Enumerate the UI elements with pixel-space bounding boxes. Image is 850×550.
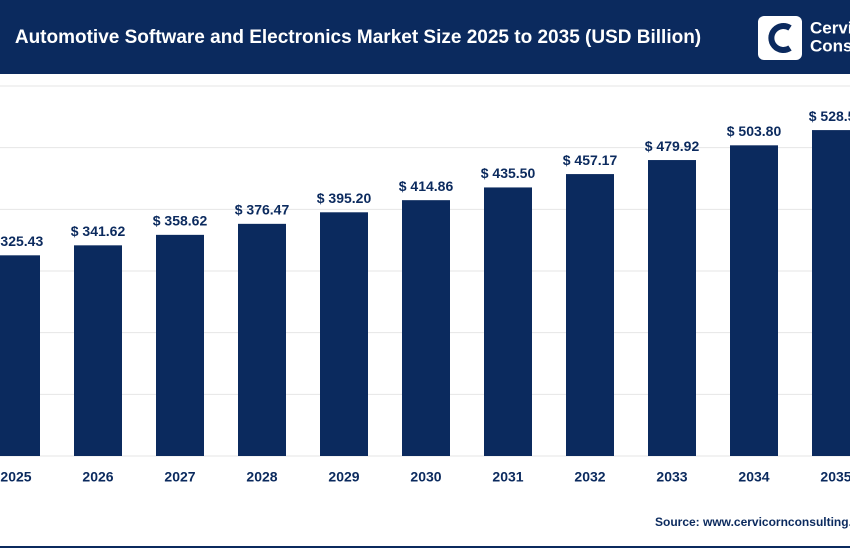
- value-label: $ 376.47: [235, 202, 290, 218]
- value-label: $ 395.20: [317, 190, 372, 206]
- value-label: $ 325.43: [0, 233, 43, 249]
- bar: [402, 200, 450, 456]
- chart-title: Automotive Software and Electronics Mark…: [15, 27, 701, 48]
- value-label: $ 479.92: [645, 138, 700, 154]
- x-tick-label: 2026: [82, 469, 113, 485]
- brand-line-2: Consulting: [810, 36, 850, 55]
- bar: [730, 145, 778, 456]
- x-tick-label: 2031: [492, 469, 523, 485]
- logo-box: [758, 16, 802, 60]
- value-label: $ 358.62: [153, 213, 208, 229]
- value-label: $ 341.62: [71, 223, 126, 239]
- bar: [484, 187, 532, 457]
- x-tick-label: 2025: [0, 469, 31, 485]
- x-tick-label: 2033: [656, 469, 687, 485]
- value-label: $ 503.80: [727, 123, 782, 139]
- value-label: $ 414.86: [399, 178, 454, 194]
- bar: [238, 223, 286, 456]
- brand-line-1: Cervicorn: [810, 18, 850, 37]
- value-label: $ 457.17: [563, 152, 618, 168]
- x-tick-label: 2028: [246, 469, 277, 485]
- bar: [156, 234, 204, 456]
- x-tick-label: 2029: [328, 469, 359, 485]
- bar: [0, 255, 40, 456]
- header-band: [0, 0, 850, 74]
- bar: [812, 130, 850, 456]
- x-tick-label: 2035: [820, 469, 850, 485]
- source-note: Source: www.cervicornconsulting.com: [655, 515, 850, 529]
- bar: [566, 174, 614, 457]
- value-label: $ 435.50: [481, 165, 536, 181]
- bar: [74, 245, 122, 456]
- logo-icon: [768, 23, 792, 53]
- x-tick-label: 2030: [410, 469, 441, 485]
- x-tick-label: 2027: [164, 469, 195, 485]
- bar: [320, 212, 368, 456]
- bar: [648, 160, 696, 457]
- x-tick-label: 2034: [738, 469, 769, 485]
- x-tick-label: 2032: [574, 469, 605, 485]
- value-label: $ 528.50: [809, 108, 850, 124]
